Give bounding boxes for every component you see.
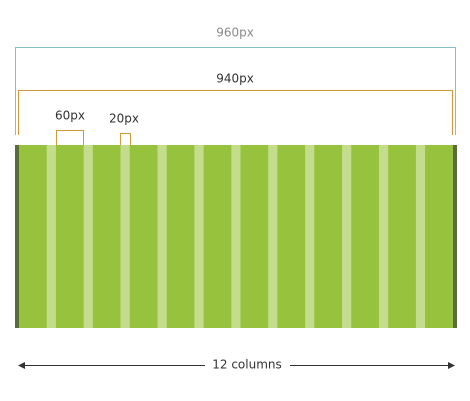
gutter xyxy=(415,145,426,328)
column-width-label: 60px xyxy=(55,109,85,123)
gutter-bracket xyxy=(120,133,131,145)
gutter xyxy=(379,145,389,328)
label-bg xyxy=(212,26,258,40)
gutter xyxy=(268,145,278,328)
outer-width-label: 960px xyxy=(216,26,254,40)
gutter xyxy=(120,145,130,328)
arrow-head xyxy=(18,362,25,369)
label-bg xyxy=(212,72,258,86)
gutter-width-label: 20px xyxy=(109,112,139,126)
gutter xyxy=(157,145,167,328)
gutter xyxy=(342,145,352,328)
gutter xyxy=(83,145,93,328)
gutter xyxy=(46,145,56,328)
column-count-label: 12 columns xyxy=(212,358,282,372)
column-bracket xyxy=(56,130,84,145)
arrow-head xyxy=(448,362,455,369)
gutters xyxy=(46,145,426,328)
gutter xyxy=(231,145,241,328)
outer-bracket xyxy=(15,47,456,135)
gutter xyxy=(305,145,315,328)
gutter xyxy=(194,145,204,328)
inner-bracket xyxy=(18,90,453,135)
inner-width-label: 940px xyxy=(216,72,254,86)
